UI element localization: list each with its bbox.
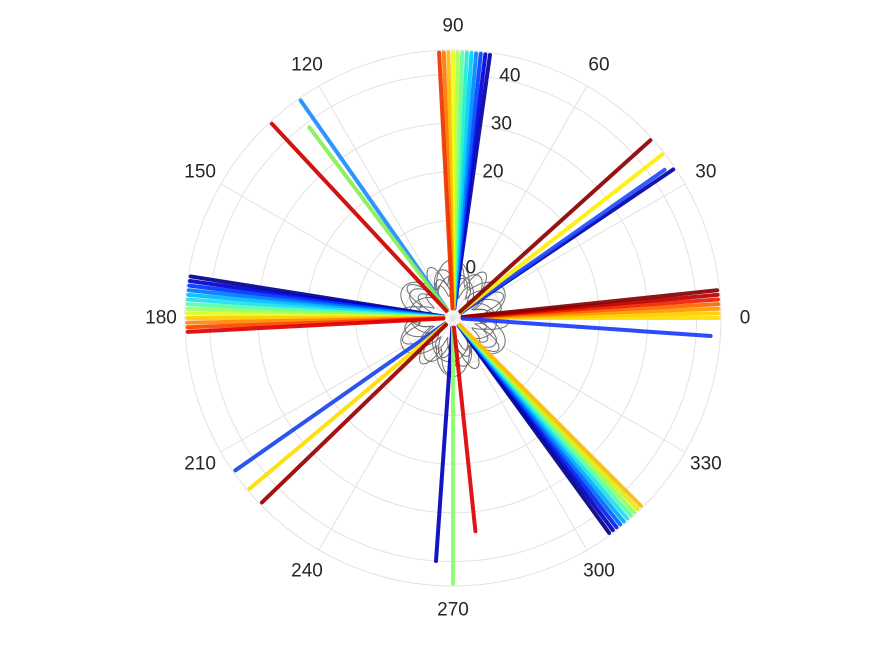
series-ray-9 [458, 167, 667, 315]
series-ray-23 [437, 50, 455, 311]
theta-grid-line [318, 317, 454, 551]
series-ray-43 [434, 325, 455, 564]
theta-tick-label: 180 [145, 308, 177, 329]
series-ray-10 [458, 152, 665, 315]
theta-grid-line [220, 317, 454, 453]
series-ray-7 [460, 316, 713, 339]
theta-grid-line [452, 317, 588, 551]
series-ray-45 [452, 325, 478, 534]
series-ray-39 [185, 316, 446, 334]
theta-tick-label: 300 [583, 560, 615, 581]
theta-tick-label: 270 [437, 600, 469, 621]
theta-tick-label: 60 [588, 55, 609, 76]
series-ray-25 [307, 125, 450, 313]
data-series [185, 50, 721, 586]
series-ray-42 [259, 322, 448, 505]
series-ray-55 [457, 322, 643, 508]
theta-grid-line [452, 85, 588, 319]
theta-grid-line [452, 317, 686, 453]
series-ray-6 [460, 288, 720, 319]
r-tick-label: 40 [499, 66, 520, 87]
theta-tick-label: 330 [690, 454, 722, 475]
theta-tick-label: 30 [695, 162, 716, 183]
series-ray-26 [269, 121, 449, 313]
theta-tick-label: 210 [184, 454, 216, 475]
theta-tick-label: 90 [442, 16, 463, 37]
series-ray-40 [233, 321, 448, 473]
series-ray-41 [247, 322, 448, 491]
r-tick-labels: 0 20 30 40 [465, 66, 520, 279]
theta-grid-line [318, 85, 454, 319]
r-tick-label: 20 [482, 162, 503, 183]
theta-tick-label: 120 [291, 55, 323, 76]
theta-tick-label: 240 [291, 560, 323, 581]
theta-grid-line [452, 183, 686, 319]
r-tick-label: 30 [491, 114, 512, 135]
series-ray-11 [458, 138, 653, 314]
r-tick-label: 0 [465, 258, 476, 279]
theta-tick-label: 0 [740, 308, 751, 329]
theta-grid-line [220, 183, 454, 319]
theta-tick-label: 150 [184, 162, 216, 183]
